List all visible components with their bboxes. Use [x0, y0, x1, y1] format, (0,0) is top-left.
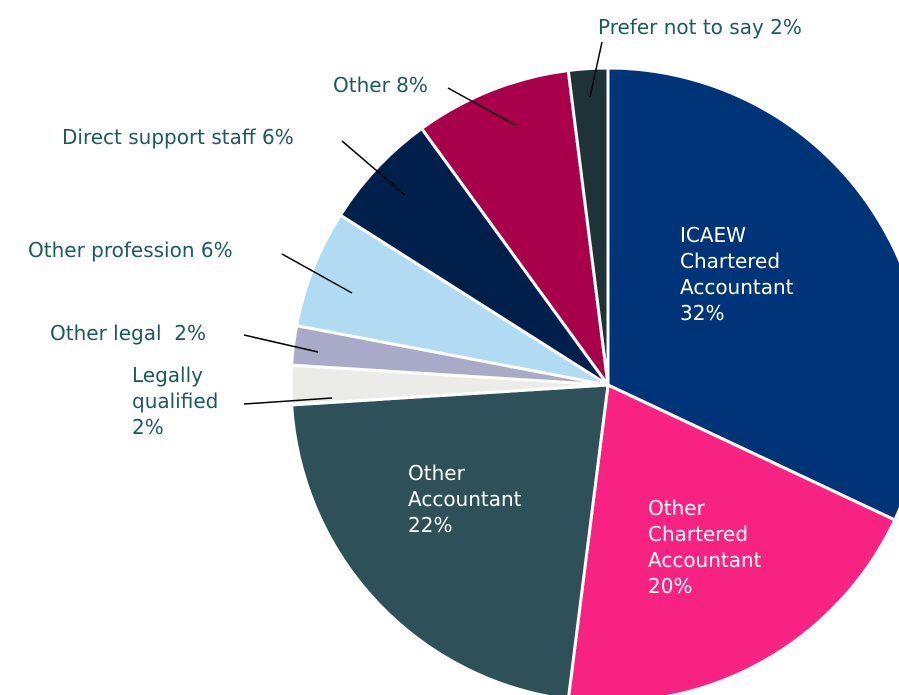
value-label: 2% — [174, 321, 206, 345]
value-label: 6% — [262, 125, 294, 149]
leader-line — [243, 397, 333, 405]
category-name: ICAEW Chartered Accountant — [680, 223, 794, 299]
slice-label: ICAEW Chartered Accountant 32% — [680, 222, 820, 326]
slice-label: Other legal 2% — [50, 320, 206, 346]
slice-label: Other Accountant 22% — [408, 460, 558, 538]
category-name: Other profession — [28, 238, 195, 262]
slice-label: Direct support staff 6% — [62, 124, 294, 150]
slice-label: Prefer not to say 2% — [598, 14, 802, 40]
slice-label: Legally qualified 2% — [132, 362, 242, 440]
category-name: Other Chartered Accountant — [648, 496, 762, 572]
leader-line — [281, 253, 353, 294]
leader-line — [589, 41, 603, 98]
category-name: Direct support staff — [62, 125, 256, 149]
category-name: Prefer not to say — [598, 15, 764, 39]
pie-slice — [419, 68, 610, 386]
value-label: 20% — [648, 574, 693, 598]
category-name: Legally qualified — [132, 363, 219, 413]
pie-slice — [290, 383, 610, 695]
pie-slice — [567, 382, 897, 695]
pie-slice — [606, 66, 899, 522]
leader-line — [447, 87, 518, 127]
pie-slice — [338, 126, 610, 387]
value-label: 6% — [200, 238, 233, 262]
category-name: Other Accountant — [408, 461, 522, 511]
pie-slice — [294, 213, 609, 387]
value-label: 2% — [770, 15, 802, 39]
value-label: 32% — [680, 301, 725, 325]
leader-line — [243, 334, 319, 353]
pie-slice — [566, 66, 610, 386]
value-label: 2% — [132, 415, 164, 439]
value-label: 22% — [408, 513, 453, 537]
slice-label: Other Chartered Accountant 20% — [648, 495, 798, 599]
slice-label: Other profession 6% — [28, 237, 233, 263]
category-name: Other — [333, 73, 390, 97]
leader-line — [341, 140, 406, 196]
value-label: 8% — [396, 73, 428, 97]
slice-label: Other 8% — [333, 72, 428, 98]
category-name: Other legal — [50, 321, 168, 345]
